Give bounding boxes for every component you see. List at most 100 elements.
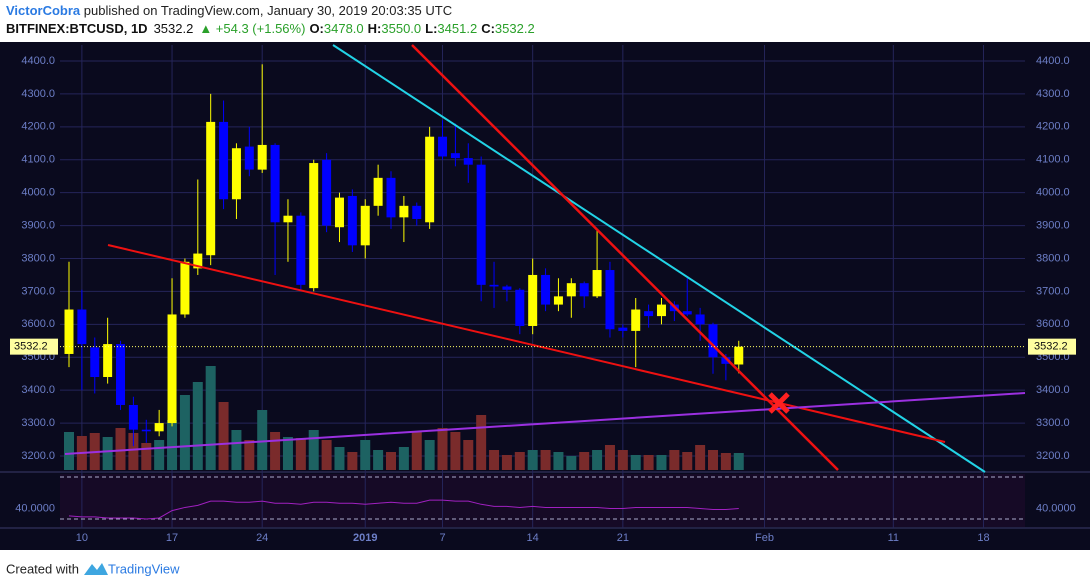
volume-bar bbox=[604, 445, 615, 470]
volume-bar bbox=[476, 415, 487, 470]
candle-body bbox=[682, 311, 692, 315]
trend-line bbox=[332, 44, 986, 473]
candle-body bbox=[257, 144, 267, 170]
candle-body bbox=[347, 195, 357, 246]
volume-bar bbox=[501, 455, 512, 470]
candle-body bbox=[605, 270, 615, 330]
candle-body bbox=[579, 283, 589, 297]
volume-bar bbox=[463, 440, 474, 470]
rsi-tick-label: 40.0000 bbox=[1036, 502, 1076, 514]
candle-body bbox=[695, 314, 705, 325]
candle-body bbox=[231, 148, 241, 200]
y-tick-label: 3300.0 bbox=[21, 417, 55, 429]
volume-bar bbox=[579, 452, 590, 470]
candle-body bbox=[64, 309, 74, 354]
volume-bar bbox=[360, 440, 371, 470]
volume-bar bbox=[64, 432, 74, 470]
candle-body bbox=[167, 314, 177, 424]
l-label: L: bbox=[425, 21, 437, 36]
candle-body bbox=[219, 121, 229, 200]
candle-body bbox=[566, 283, 576, 297]
y-tick-label: 4200.0 bbox=[1036, 121, 1070, 133]
x-tick-label: 24 bbox=[256, 532, 268, 544]
x-tick-label: 2019 bbox=[353, 532, 377, 544]
candle-body bbox=[489, 284, 499, 287]
candle-body bbox=[553, 296, 563, 305]
candle-body bbox=[734, 346, 744, 365]
candle-body bbox=[334, 197, 344, 228]
y-tick-label: 3200.0 bbox=[21, 450, 55, 462]
volume-bar bbox=[553, 452, 564, 470]
volume-bar bbox=[231, 430, 242, 470]
h-label: H: bbox=[368, 21, 382, 36]
candle-body bbox=[592, 270, 602, 297]
volume-bar bbox=[373, 450, 384, 470]
cross-marker bbox=[768, 392, 790, 414]
candle-body bbox=[309, 163, 319, 289]
candle-body bbox=[476, 164, 486, 285]
candle-body bbox=[425, 136, 435, 223]
volume-bar bbox=[115, 428, 126, 470]
candle-body bbox=[708, 324, 718, 358]
volume-bar bbox=[205, 366, 216, 470]
volume-bar bbox=[733, 453, 744, 470]
footer-brand[interactable]: TradingView bbox=[108, 561, 180, 576]
volume-bar bbox=[592, 450, 603, 470]
y-tick-label: 4200.0 bbox=[21, 121, 55, 133]
y-tick-label: 3300.0 bbox=[1036, 417, 1070, 429]
volume-bar bbox=[630, 455, 641, 470]
volume-bar bbox=[450, 432, 461, 470]
author[interactable]: VictorCobra bbox=[6, 3, 81, 18]
candle-body bbox=[180, 261, 190, 315]
candle-body bbox=[128, 404, 138, 430]
candle-body bbox=[515, 289, 525, 326]
x-tick-label: 17 bbox=[166, 532, 178, 544]
y-tick-label: 3700.0 bbox=[1036, 285, 1070, 297]
rsi-tick-label: 40.0000 bbox=[15, 502, 55, 514]
last: 3532.2 bbox=[154, 21, 194, 36]
candle-body bbox=[399, 205, 409, 218]
candle-body bbox=[296, 215, 306, 285]
volume-bar bbox=[270, 432, 281, 470]
y-tick-label: 4100.0 bbox=[1036, 154, 1070, 166]
candle-body bbox=[528, 274, 538, 326]
candle-body bbox=[373, 177, 383, 206]
volume-bar bbox=[424, 440, 435, 470]
y-tick-label: 4000.0 bbox=[21, 187, 55, 199]
y-tick-label: 3900.0 bbox=[1036, 219, 1070, 231]
volume-bar bbox=[141, 443, 152, 470]
h: 3550.0 bbox=[381, 21, 421, 36]
volume-bar bbox=[720, 453, 731, 470]
volume-bar bbox=[192, 382, 203, 470]
volume-bar bbox=[695, 445, 706, 470]
volume-bar bbox=[656, 455, 667, 470]
candle-body bbox=[116, 344, 126, 405]
candle-body bbox=[721, 357, 731, 364]
x-tick-label: 7 bbox=[439, 532, 445, 544]
l: 3451.2 bbox=[437, 21, 477, 36]
volume-bar bbox=[167, 420, 178, 470]
volume-bar bbox=[244, 440, 255, 470]
volume-bar bbox=[411, 431, 422, 470]
y-tick-label: 3700.0 bbox=[21, 285, 55, 297]
candle-body bbox=[322, 159, 332, 226]
y-tick-label: 3900.0 bbox=[21, 219, 55, 231]
volume-bar bbox=[321, 440, 332, 470]
volume-bar bbox=[540, 450, 551, 470]
volume-bar bbox=[643, 455, 654, 470]
change: ▲ +54.3 (+1.56%) bbox=[199, 21, 305, 36]
symbol: BITFINEX:BTCUSD, 1D bbox=[6, 21, 148, 36]
rsi-line bbox=[68, 499, 739, 520]
candle-body bbox=[438, 136, 448, 157]
volume-bar bbox=[154, 440, 165, 470]
trend-line bbox=[107, 244, 946, 443]
candle-body bbox=[463, 158, 473, 165]
volume-bar bbox=[682, 452, 693, 470]
candle-body bbox=[270, 144, 280, 223]
candle-body bbox=[502, 286, 512, 290]
o: 3478.0 bbox=[324, 21, 364, 36]
candle-body bbox=[631, 309, 641, 331]
candle-body bbox=[541, 274, 551, 305]
candle-body bbox=[90, 347, 100, 377]
